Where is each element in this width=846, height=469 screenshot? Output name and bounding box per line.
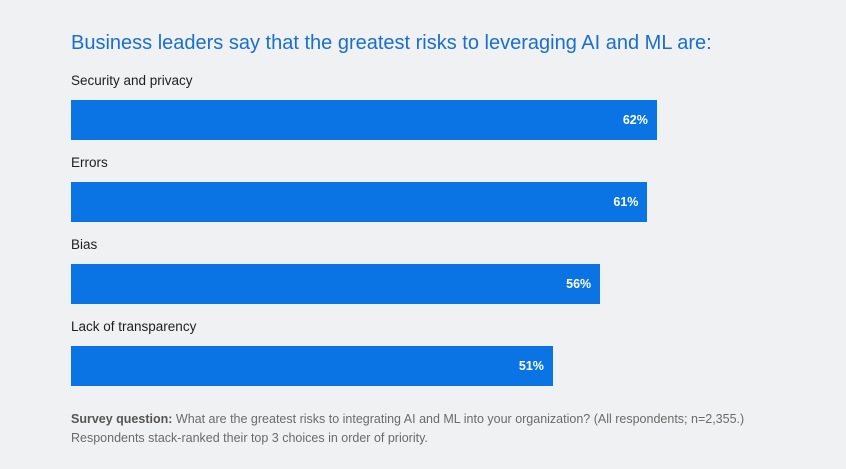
bar [71, 346, 553, 386]
footnote: Survey question: What are the greatest r… [71, 410, 771, 448]
bar-value-label: 61% [613, 195, 639, 209]
category-label: Lack of transparency [71, 319, 197, 334]
category-label: Security and privacy [71, 73, 193, 88]
bar [71, 264, 601, 304]
bar-value-label: 51% [518, 359, 544, 373]
footnote-label: Survey question: [71, 412, 173, 426]
bar-value-label: 56% [566, 277, 592, 291]
category-label: Bias [71, 237, 98, 252]
bar [71, 182, 648, 222]
bar-value-label: 62% [622, 113, 648, 127]
chart-title: Business leaders say that the greatest r… [71, 32, 712, 54]
bar [71, 100, 657, 140]
category-label: Errors [71, 155, 108, 170]
footnote-text: What are the greatest risks to integrati… [71, 412, 745, 445]
